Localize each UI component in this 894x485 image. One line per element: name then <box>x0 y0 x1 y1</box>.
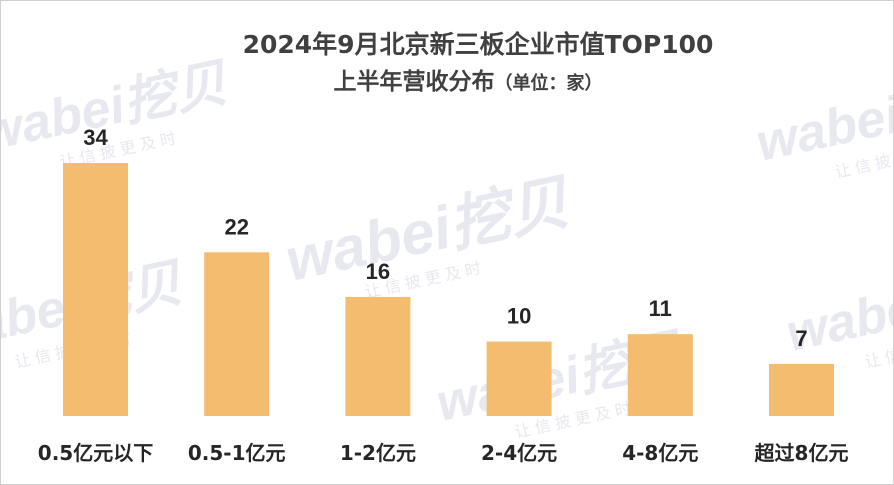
category-tick-label: 2-4亿元 <box>481 441 557 465</box>
bar <box>769 363 834 416</box>
value-labels-group: 34 22 16 10 11 7 <box>83 125 807 351</box>
category-tick-label: 1-2亿元 <box>340 441 416 465</box>
bar-value-label: 34 <box>83 125 108 150</box>
unit-note: （单位：家） <box>494 73 603 94</box>
category-labels-group: 0.5亿元以下 0.5-1亿元 1-2亿元 2-4亿元 4-8亿元 超过8亿元 <box>38 441 849 465</box>
category-tick-label: 超过8亿元 <box>754 441 849 465</box>
bar <box>204 252 270 416</box>
bar <box>345 296 411 416</box>
bars-group <box>63 163 834 416</box>
bar <box>486 341 552 416</box>
category-tick-label: 0.5亿元以下 <box>38 441 153 465</box>
bar-value-label: 22 <box>224 214 248 239</box>
chart-title: 2024年9月北京新三板企业市值TOP100 <box>242 30 714 59</box>
bar-value-label: 7 <box>795 326 807 351</box>
bar <box>627 334 693 416</box>
chart-subtitle-line: 上半年营收分布（单位：家） <box>21 62 893 96</box>
chart-subtitle: 上半年营收分布 <box>333 69 495 95</box>
bar-value-label: 10 <box>507 304 531 329</box>
bar-value-label: 16 <box>366 259 390 284</box>
bar <box>63 163 128 416</box>
category-tick-label: 4-8亿元 <box>622 441 698 465</box>
category-tick-label: 0.5-1亿元 <box>188 441 286 465</box>
bar-value-label: 11 <box>649 296 672 321</box>
